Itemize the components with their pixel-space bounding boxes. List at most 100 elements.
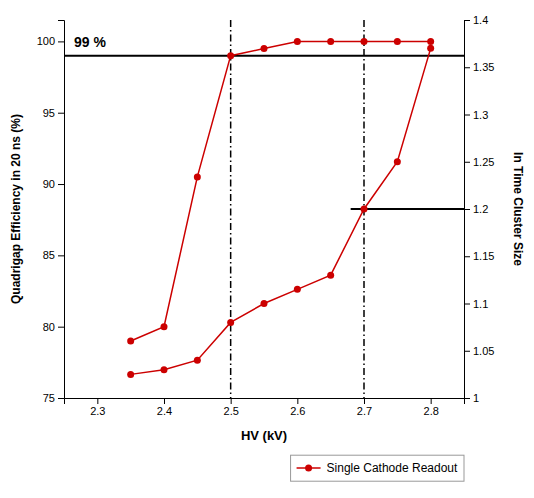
marks [64,20,464,398]
axis-line [465,21,471,399]
marker [127,371,134,378]
tick-label: 100 [37,35,55,47]
tick-label: 1.2 [473,203,488,215]
marker [194,173,201,180]
tick-label: 1.25 [473,156,494,168]
plot: 2.32.42.52.62.72.8758085909510011.051.11… [9,14,525,481]
tick-label: 2.5 [224,405,239,417]
y2-axis: 1 1.05 1.1 1.15 1.2 1.25 1.3 1.35 1.4 [464,14,494,404]
tick-mark [431,398,432,404]
tick: 1.4 [464,14,488,26]
tick: 1 [464,392,479,404]
marker [361,38,368,45]
tick-label: 2.3 [90,405,105,417]
tick-label: 1.3 [473,109,488,121]
tick-mark [464,162,470,163]
reference-line [230,20,232,398]
tick-label: 1.35 [473,61,494,73]
tick: 90 [43,178,64,190]
tick-label: 1 [473,392,479,404]
tick-label: 75 [43,392,55,404]
tick-mark [97,398,98,404]
tick-mark [464,256,470,257]
marker [161,366,168,373]
tick: 2.8 [424,398,439,417]
tick-mark [464,67,470,68]
tick-mark [464,351,470,352]
marker [227,319,234,326]
y-axis: 75 80 85 90 95 100 [37,21,65,405]
legend-label: Single Cathode Readout [327,461,458,475]
tick-mark [58,327,64,328]
legend-item: Single Cathode Readout [297,461,458,475]
tick-mark [164,398,165,404]
tick-mark [58,113,64,114]
marker [127,337,134,344]
y-axis-title: Quadrigap Efficiency in 20 ns (%) [9,114,23,304]
tick-label: 95 [43,107,55,119]
tick: 1.35 [464,61,494,73]
tick-mark [464,304,470,305]
marker [427,45,434,52]
tick-mark [58,255,64,256]
tick-mark [364,398,365,404]
marker [327,272,334,279]
tick: 1.3 [464,109,488,121]
tick-mark [464,20,470,21]
marker [161,323,168,330]
marker [227,52,234,59]
tick-mark [231,398,232,404]
marker [294,38,301,45]
marker [327,38,334,45]
tick-label: 2.8 [424,405,439,417]
annotation: 99 % [74,34,106,50]
axis-line [58,21,65,399]
tick: 1.2 [464,203,488,215]
tick: 1.05 [464,345,494,357]
tick-mark [464,398,470,399]
x-axis: 2.3 2.4 2.5 2.6 2.7 2.8 [65,398,465,417]
x-axis-title: HV (kV) [241,428,287,443]
tick: 2.4 [157,398,172,417]
tick: 100 [37,35,64,47]
tick: 2.3 [90,398,105,417]
tick-label: 2.4 [157,405,172,417]
marker [427,38,434,45]
tick: 2.6 [290,398,305,417]
tick: 2.5 [224,398,239,417]
tick-mark [58,184,64,185]
y2-axis-title: In Time Cluster Size [511,152,525,266]
tick: 2.7 [357,398,372,417]
tick-mark [58,41,64,42]
marker [261,45,268,52]
tick: 1.1 [464,298,488,310]
tick-label: 1.4 [473,14,488,26]
tick: 80 [43,321,64,333]
reference-line [351,208,464,210]
tick: 95 [43,107,64,119]
tick: 1.25 [464,156,494,168]
tick-label: 80 [43,321,55,333]
legend-swatch [305,465,312,472]
tick-label: 85 [43,249,55,261]
tick: 85 [43,249,64,261]
legend: Single Cathode Readout [291,455,464,481]
series-line [131,48,431,374]
tick-label: 2.7 [357,405,372,417]
axis-line [65,399,465,405]
marker [194,357,201,364]
marker [394,158,401,165]
tick-label: 1.1 [473,298,488,310]
marker [361,206,368,213]
tick-label: 1.05 [473,345,494,357]
reference-line [64,55,464,57]
tick-mark [58,398,64,399]
marker [261,300,268,307]
tick-label: 1.15 [473,250,494,262]
tick: 1.15 [464,250,494,262]
tick-mark [297,398,298,404]
tick-label: 2.6 [290,405,305,417]
marker [394,38,401,45]
marker [294,286,301,293]
tick-mark [464,115,470,116]
